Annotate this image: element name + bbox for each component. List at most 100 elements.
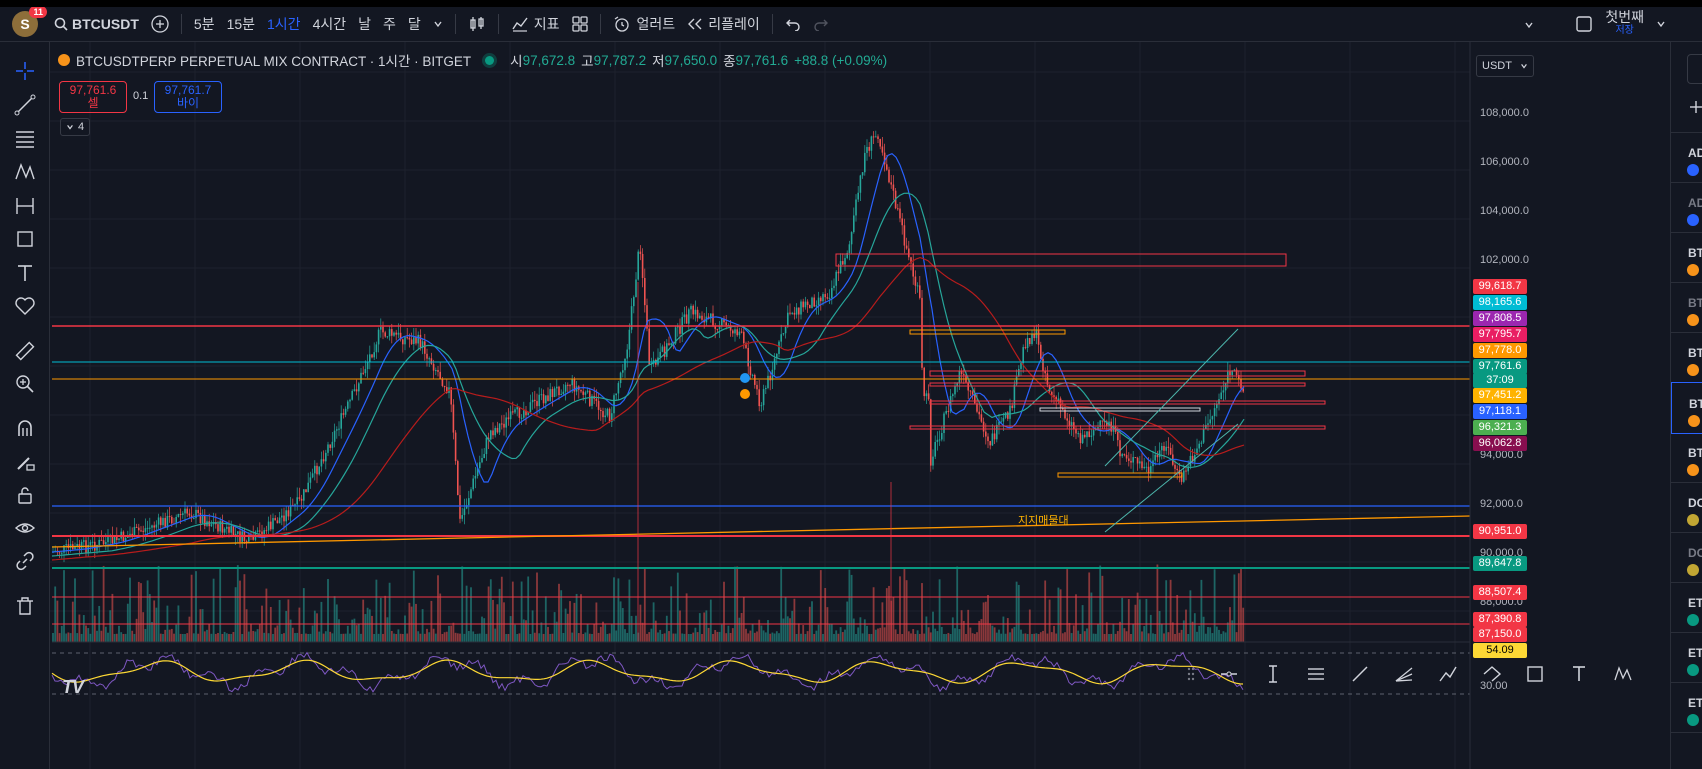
rsi-lines [51, 651, 1244, 693]
shape-tool[interactable] [12, 226, 38, 252]
ruler-tool[interactable] [12, 338, 38, 364]
layouts-button[interactable] [566, 7, 594, 41]
visibility-tool[interactable] [12, 515, 38, 541]
channel-line-lower[interactable] [1104, 423, 1239, 533]
interval-week[interactable]: 주 [383, 16, 396, 32]
zone-rect-red-1[interactable] [929, 370, 1306, 377]
currency-selector[interactable]: USDT [1476, 55, 1534, 77]
watchlist-header [1671, 42, 1702, 133]
alerts-button[interactable]: 얼러트 [607, 7, 682, 41]
text-icon[interactable] [1569, 664, 1589, 684]
trendline-tool[interactable] [12, 92, 38, 118]
price-chart[interactable]: 지지매물대 [50, 42, 1650, 769]
zone-rect-top[interactable] [835, 253, 1287, 267]
interval-1h[interactable]: 1시간 [267, 16, 301, 32]
fan-lines-icon[interactable] [1394, 664, 1414, 684]
zone-rect-red-4[interactable] [909, 425, 1326, 430]
trendline-icon[interactable] [1350, 664, 1370, 684]
top-toolbar: S 11 BTCUSDT 5분 15분 1시간 4시간 날 주 달 지표 [0, 7, 1702, 42]
fib-tool[interactable] [12, 125, 38, 151]
sync-tool[interactable] [12, 548, 38, 574]
interval-dropdown[interactable] [427, 7, 449, 41]
crosshair-icon [16, 62, 34, 80]
text-tool[interactable] [12, 260, 38, 286]
exchange-logo-icon [58, 54, 70, 66]
drawing-toolbar [0, 42, 50, 769]
coin-icon [1687, 564, 1699, 576]
pattern-icon[interactable] [1613, 664, 1633, 684]
watchlist-item[interactable]: BT [1671, 432, 1702, 483]
pattern-tool[interactable] [12, 159, 38, 185]
chart-type-button[interactable] [462, 7, 492, 41]
plus-icon[interactable] [1689, 100, 1702, 114]
redo-button[interactable] [807, 7, 835, 41]
symbol-search-button[interactable]: BTCUSDT [48, 7, 145, 41]
fullscreen-button[interactable] [1569, 7, 1599, 41]
watchlist-item-selected[interactable]: BT [1671, 382, 1702, 434]
divider [771, 14, 773, 34]
replay-button[interactable]: 리플레이 [681, 7, 766, 41]
countdown-label: 37:09 [1473, 373, 1527, 388]
coin-icon [1687, 164, 1699, 176]
sell-button[interactable]: 97,761.6 셀 [59, 81, 127, 113]
watchlist-item[interactable]: AD [1671, 132, 1702, 183]
delete-tool[interactable] [12, 593, 38, 619]
grid [50, 42, 1470, 769]
watchlist-item[interactable]: BT [1671, 332, 1702, 383]
watchlist-item[interactable]: AD [1671, 182, 1702, 233]
watchlist-item[interactable]: DC [1671, 482, 1702, 533]
favorites-tool[interactable] [12, 293, 38, 319]
notification-badge: 11 [29, 7, 47, 18]
vertical-line-icon[interactable] [1263, 664, 1283, 684]
zone-rect-red-3[interactable] [929, 400, 1326, 405]
interval-5m[interactable]: 5분 [193, 16, 215, 32]
interval-day[interactable]: 날 [358, 16, 371, 32]
drag-handle-icon[interactable] [1187, 666, 1195, 682]
zone-rect-white[interactable] [1039, 407, 1201, 412]
undo-button[interactable] [779, 7, 807, 41]
lock-tool[interactable] [12, 482, 38, 508]
watchlist-item[interactable]: ET [1671, 582, 1702, 633]
price-label: 97,795.7 [1473, 327, 1527, 342]
measure-tool[interactable] [12, 193, 38, 219]
indicators-toggle[interactable]: 4 [60, 118, 90, 136]
event-marker-blue[interactable] [740, 373, 750, 383]
zoom-tool[interactable] [12, 371, 38, 397]
toolbar-chevron[interactable] [1524, 17, 1534, 35]
horizontal-ray-icon[interactable] [1219, 664, 1239, 684]
watchlist-item[interactable]: BT [1671, 232, 1702, 283]
watchlist-item[interactable]: DC [1671, 532, 1702, 583]
zone-rect-red-2[interactable] [929, 382, 1306, 387]
watchlist-search-box[interactable] [1687, 54, 1702, 84]
avatar[interactable]: S 11 [12, 7, 47, 37]
watchlist-item[interactable]: ET [1671, 632, 1702, 683]
watchlist-item[interactable]: BT [1671, 282, 1702, 333]
draw-mode-tool[interactable] [12, 449, 38, 475]
interval-15m[interactable]: 15분 [226, 16, 256, 32]
interval-month[interactable]: 달 [407, 16, 421, 32]
magnet-tool[interactable] [12, 415, 38, 441]
zone-rect-orange-2[interactable] [1057, 472, 1183, 478]
compare-symbol-button[interactable] [145, 7, 175, 41]
watchlist-item[interactable]: ET [1671, 682, 1702, 733]
crosshair-tool[interactable] [12, 58, 38, 84]
buy-button[interactable]: 97,761.7 바이 [154, 81, 222, 113]
axis-tick: 106,000.0 [1480, 156, 1529, 168]
channel-line-upper[interactable] [1104, 328, 1239, 467]
event-marker-orange[interactable] [740, 389, 750, 399]
layout-menu-button[interactable] [1650, 7, 1672, 41]
chevron-down-icon [67, 125, 73, 130]
parallel-lines-icon[interactable] [1306, 664, 1326, 684]
indicators-button[interactable]: 지표 [505, 7, 566, 41]
support-trendline-orange[interactable] [51, 515, 1471, 548]
path-icon[interactable] [1438, 664, 1458, 684]
rectangle-icon[interactable] [1525, 664, 1545, 684]
polyline-icon[interactable] [1482, 664, 1502, 684]
zone-rect-orange[interactable] [909, 329, 1066, 335]
tradingview-logo: TV [62, 677, 84, 697]
layout-save-button[interactable]: 첫번째 저장 [1605, 9, 1644, 36]
interval-4h[interactable]: 4시간 [312, 16, 347, 32]
open-value: 97,672.8 [522, 52, 576, 68]
support-zone-label[interactable]: 지지매물대 [1018, 514, 1069, 527]
chart-title[interactable]: BTCUSDTPERP PERPETUAL MIX CONTRACT · 1시간… [76, 54, 472, 69]
